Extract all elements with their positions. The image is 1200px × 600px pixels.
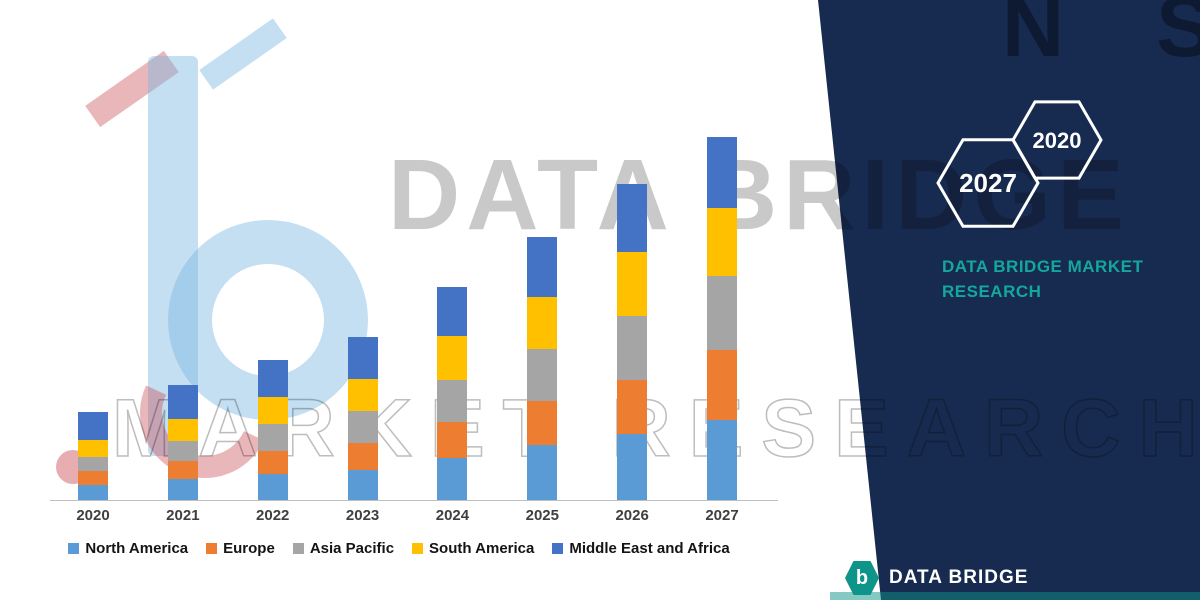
legend-item-asia-pacific: Asia Pacific <box>292 540 395 557</box>
bar-segment-2023-europe <box>347 443 378 470</box>
legend-swatch-icon <box>292 543 304 554</box>
footer-teal-strip <box>830 592 1200 600</box>
bar-segment-2022-north-america <box>257 474 288 500</box>
legend-item-middle-east-and-africa: Middle East and Africa <box>552 540 730 557</box>
bar-2025 <box>527 237 558 500</box>
data-bridge-footer-logo-icon: b <box>845 561 879 595</box>
x-axis-label-2026: 2026 <box>615 507 649 524</box>
bar-segment-2023-asia-pacific <box>347 411 378 443</box>
x-axis-label-2022: 2022 <box>256 507 290 524</box>
bar-segment-2020-south-america <box>78 440 108 457</box>
legend-label: Asia Pacific <box>309 540 395 557</box>
bar-segment-2027-middle-east-and-africa <box>707 137 738 208</box>
bar-segment-2023-north-america <box>347 470 378 500</box>
bar-segment-2021-north-america <box>167 479 198 500</box>
chart-legend: North America Europe Asia Pacific South Ame… <box>8 540 790 557</box>
bar-segment-2022-europe <box>257 451 288 474</box>
x-axis-label-2020: 2020 <box>76 507 110 524</box>
watermark-secondary-text: MARKET RESEARCH <box>111 382 1200 475</box>
navy-background-letters: N S <box>1002 0 1200 75</box>
legend-swatch-icon <box>68 543 80 554</box>
bar-segment-2021-middle-east-and-africa <box>167 385 198 419</box>
hexagon-year-left: 2027 <box>959 168 1017 198</box>
x-axis-label-2021: 2021 <box>166 507 200 524</box>
bar-segment-2024-north-america <box>437 458 468 500</box>
bar-segment-2024-europe <box>437 422 468 458</box>
bar-segment-2021-south-america <box>167 419 198 441</box>
bar-2021 <box>167 385 198 500</box>
watermark-primary-text: DATA BRIDGE <box>388 139 1130 251</box>
x-axis-label-2024: 2024 <box>435 507 470 524</box>
bar-segment-2026-north-america <box>617 434 648 500</box>
legend-label: Middle East and Africa <box>569 540 730 557</box>
bar-2020 <box>78 412 108 500</box>
bar-2024 <box>437 287 468 500</box>
bar-segment-2024-middle-east-and-africa <box>437 287 468 336</box>
bar-segment-2027-south-america <box>707 208 738 276</box>
bar-segment-2027-north-america <box>707 420 738 500</box>
bar-segment-2024-south-america <box>437 336 468 380</box>
bar-segment-2022-asia-pacific <box>257 424 288 451</box>
footer-logo-text: DATA BRIDGE <box>889 567 1029 588</box>
x-axis-label-2023: 2023 <box>345 507 380 524</box>
bar-segment-2027-europe <box>707 350 738 420</box>
bar-segment-2027-asia-pacific <box>707 276 738 350</box>
legend-swatch-icon <box>552 543 564 554</box>
bar-segment-2025-north-america <box>527 445 558 500</box>
bar-segment-2021-europe <box>167 461 198 479</box>
legend-label: Europe <box>223 540 275 557</box>
bar-segment-2024-asia-pacific <box>437 380 468 422</box>
bar-segment-2025-middle-east-and-africa <box>527 237 558 297</box>
footer-logo: b DATA BRIDGE <box>845 561 1028 595</box>
bar-segment-2020-middle-east-and-africa <box>78 412 108 440</box>
hexagon-2027-icon <box>936 138 1040 228</box>
hexagon-year-right: 2020 <box>1033 128 1082 153</box>
bar-2023 <box>347 337 378 500</box>
legend-item-south-america: South America <box>412 540 534 557</box>
bar-segment-2023-south-america <box>347 379 378 411</box>
bar-segment-2026-asia-pacific <box>617 316 648 380</box>
bar-segment-2021-asia-pacific <box>167 441 198 461</box>
bar-segment-2022-middle-east-and-africa <box>257 360 288 397</box>
legend-item-north-america: North America <box>68 540 188 557</box>
bar-segment-2020-asia-pacific <box>78 457 108 471</box>
panel-title: DATA BRIDGE MARKET RESEARCH <box>942 257 1144 301</box>
bar-2027 <box>707 137 738 500</box>
x-axis-label-2025: 2025 <box>525 507 559 524</box>
bar-segment-2020-north-america <box>78 485 108 500</box>
bar-2026 <box>617 184 648 500</box>
legend-swatch-icon <box>206 543 218 554</box>
bar-segment-2025-south-america <box>527 297 558 349</box>
bar-segment-2023-middle-east-and-africa <box>347 337 378 379</box>
legend-label: South America <box>429 540 535 557</box>
bar-segment-2022-south-america <box>257 397 288 424</box>
hexagon-year-badges: 2027 2020 <box>936 100 1103 228</box>
bar-segment-2026-europe <box>617 380 648 434</box>
bar-segment-2025-asia-pacific <box>527 349 558 401</box>
legend-swatch-icon <box>412 543 424 554</box>
legend-item-europe: Europe <box>206 540 275 557</box>
bar-segment-2026-south-america <box>617 252 648 316</box>
bar-segment-2025-europe <box>527 401 558 445</box>
x-axis-line <box>50 500 778 501</box>
bar-segment-2020-europe <box>78 471 108 485</box>
bar-segment-2026-middle-east-and-africa <box>617 184 648 252</box>
legend-label: North America <box>85 540 189 557</box>
x-axis-label-2027: 2027 <box>705 507 739 524</box>
bar-2022 <box>257 360 288 500</box>
